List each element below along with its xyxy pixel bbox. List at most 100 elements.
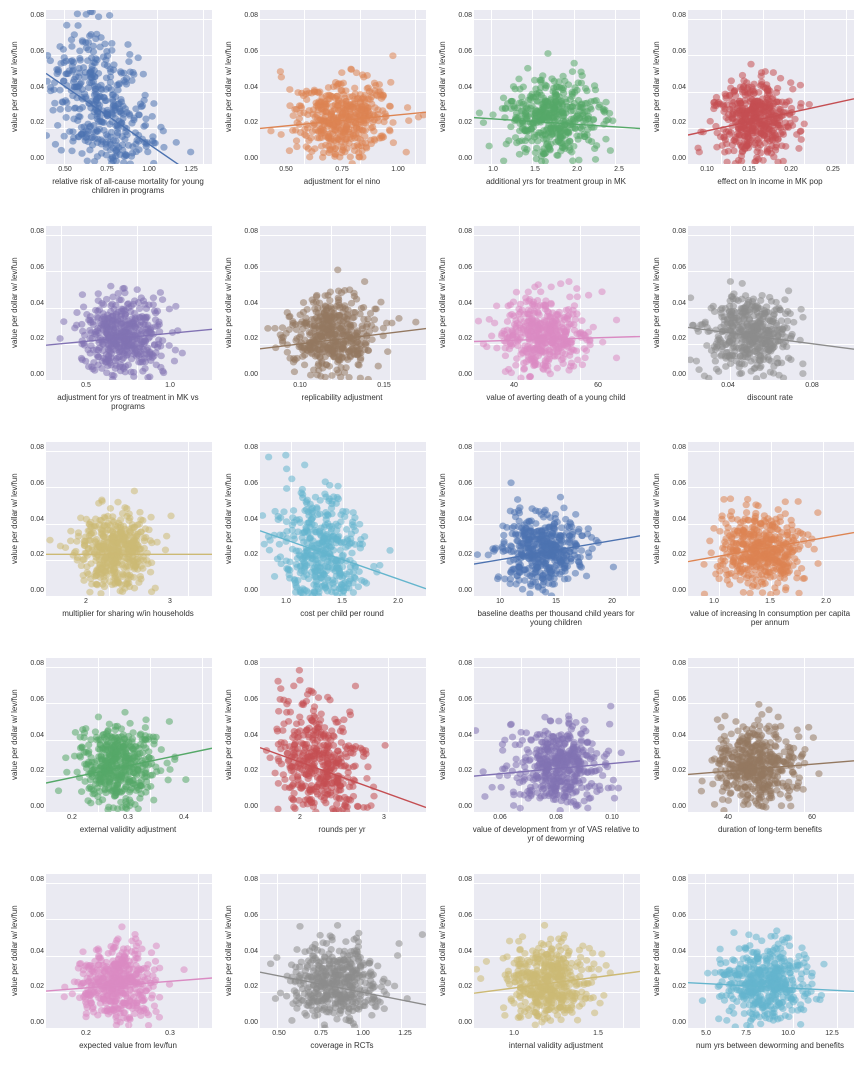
scatter-panel: value per dollar w/ lev/fun0.080.060.040… — [438, 442, 640, 638]
x-axis-ticks: 4060 — [472, 380, 640, 392]
x-axis-ticks: 0.100.150.200.25 — [686, 164, 854, 176]
scatter-panel: value per dollar w/ lev/fun0.080.060.040… — [224, 10, 426, 206]
scatter-panel: value per dollar w/ lev/fun0.080.060.040… — [10, 226, 212, 422]
plot-area — [688, 658, 854, 812]
y-axis-label: value per dollar w/ lev/fun — [10, 874, 22, 1028]
x-axis-label: adjustment for yrs of treatment in MK vs… — [44, 392, 212, 422]
y-axis-ticks: 0.080.060.040.020.00 — [236, 226, 260, 380]
x-axis-ticks: 5.07.510.012.5 — [686, 1028, 854, 1040]
plot-area — [260, 226, 426, 380]
x-axis-label: num yrs between deworming and benefits — [686, 1040, 854, 1070]
plot-area — [260, 442, 426, 596]
plot-area — [46, 874, 212, 1028]
x-axis-ticks: 0.20.30.4 — [44, 812, 212, 824]
plot-area — [474, 874, 640, 1028]
scatter-panel: value per dollar w/ lev/fun0.080.060.040… — [10, 442, 212, 638]
y-axis-ticks: 0.080.060.040.020.00 — [664, 442, 688, 596]
x-axis-label: additional yrs for treatment group in MK — [472, 176, 640, 206]
x-axis-ticks: 0.040.08 — [686, 380, 854, 392]
plot-area — [46, 226, 212, 380]
x-axis-ticks: 0.100.15 — [258, 380, 426, 392]
y-axis-label: value per dollar w/ lev/fun — [10, 226, 22, 380]
y-axis-label: value per dollar w/ lev/fun — [224, 226, 236, 380]
plot-area — [688, 874, 854, 1028]
scatter-panel: value per dollar w/ lev/fun0.080.060.040… — [224, 874, 426, 1070]
x-axis-label: expected value from lev/fun — [44, 1040, 212, 1070]
y-axis-ticks: 0.080.060.040.020.00 — [22, 442, 46, 596]
y-axis-ticks: 0.080.060.040.020.00 — [236, 874, 260, 1028]
x-axis-ticks: 0.500.751.00 — [258, 164, 426, 176]
x-axis-label: cost per child per round — [258, 608, 426, 638]
y-axis-label: value per dollar w/ lev/fun — [438, 10, 450, 164]
scatter-panel: value per dollar w/ lev/fun0.080.060.040… — [652, 10, 854, 206]
x-axis-label: coverage in RCTs — [258, 1040, 426, 1070]
scatter-panel: value per dollar w/ lev/fun0.080.060.040… — [652, 442, 854, 638]
x-axis-label: baseline deaths per thousand child years… — [472, 608, 640, 638]
x-axis-ticks: 0.20.3 — [44, 1028, 212, 1040]
scatter-panel: value per dollar w/ lev/fun0.080.060.040… — [10, 10, 212, 206]
y-axis-ticks: 0.080.060.040.020.00 — [236, 10, 260, 164]
x-axis-label: external validity adjustment — [44, 824, 212, 854]
x-axis-ticks: 1.01.52.0 — [686, 596, 854, 608]
y-axis-label: value per dollar w/ lev/fun — [438, 658, 450, 812]
x-axis-ticks: 0.500.751.001.25 — [258, 1028, 426, 1040]
plot-area — [474, 442, 640, 596]
y-axis-label: value per dollar w/ lev/fun — [224, 442, 236, 596]
x-axis-ticks: 0.500.751.001.25 — [44, 164, 212, 176]
y-axis-label: value per dollar w/ lev/fun — [10, 442, 22, 596]
y-axis-ticks: 0.080.060.040.020.00 — [22, 226, 46, 380]
x-axis-label: value of increasing ln consumption per c… — [686, 608, 854, 638]
plot-area — [688, 10, 854, 164]
y-axis-ticks: 0.080.060.040.020.00 — [22, 10, 46, 164]
y-axis-label: value per dollar w/ lev/fun — [652, 226, 664, 380]
y-axis-ticks: 0.080.060.040.020.00 — [664, 874, 688, 1028]
x-axis-label: relative risk of all-cause mortality for… — [44, 176, 212, 206]
x-axis-ticks: 1.01.5 — [472, 1028, 640, 1040]
plot-area — [474, 658, 640, 812]
x-axis-label: internal validity adjustment — [472, 1040, 640, 1070]
x-axis-ticks: 101520 — [472, 596, 640, 608]
scatter-panel: value per dollar w/ lev/fun0.080.060.040… — [224, 226, 426, 422]
scatter-panel: value per dollar w/ lev/fun0.080.060.040… — [438, 874, 640, 1070]
plot-area — [688, 226, 854, 380]
scatter-panel: value per dollar w/ lev/fun0.080.060.040… — [652, 874, 854, 1070]
y-axis-ticks: 0.080.060.040.020.00 — [450, 442, 474, 596]
y-axis-ticks: 0.080.060.040.020.00 — [664, 10, 688, 164]
y-axis-label: value per dollar w/ lev/fun — [652, 874, 664, 1028]
x-axis-ticks: 4060 — [686, 812, 854, 824]
scatter-panel: value per dollar w/ lev/fun0.080.060.040… — [10, 874, 212, 1070]
y-axis-ticks: 0.080.060.040.020.00 — [450, 874, 474, 1028]
x-axis-label: replicability adjustment — [258, 392, 426, 422]
scatter-panel: value per dollar w/ lev/fun0.080.060.040… — [438, 10, 640, 206]
x-axis-label: value of development from yr of VAS rela… — [472, 824, 640, 854]
x-axis-label: multiplier for sharing w/in households — [44, 608, 212, 638]
y-axis-label: value per dollar w/ lev/fun — [652, 658, 664, 812]
x-axis-ticks: 23 — [258, 812, 426, 824]
x-axis-label: value of averting death of a young child — [472, 392, 640, 422]
x-axis-label: rounds per yr — [258, 824, 426, 854]
y-axis-ticks: 0.080.060.040.020.00 — [22, 658, 46, 812]
y-axis-label: value per dollar w/ lev/fun — [10, 658, 22, 812]
y-axis-ticks: 0.080.060.040.020.00 — [664, 658, 688, 812]
x-axis-label: duration of long-term benefits — [686, 824, 854, 854]
x-axis-label: discount rate — [686, 392, 854, 422]
y-axis-ticks: 0.080.060.040.020.00 — [236, 658, 260, 812]
x-axis-ticks: 1.01.52.0 — [258, 596, 426, 608]
y-axis-ticks: 0.080.060.040.020.00 — [236, 442, 260, 596]
scatter-panel: value per dollar w/ lev/fun0.080.060.040… — [224, 658, 426, 854]
y-axis-label: value per dollar w/ lev/fun — [438, 442, 450, 596]
scatter-panel: value per dollar w/ lev/fun0.080.060.040… — [10, 658, 212, 854]
y-axis-ticks: 0.080.060.040.020.00 — [664, 226, 688, 380]
y-axis-ticks: 0.080.060.040.020.00 — [450, 226, 474, 380]
plot-area — [688, 442, 854, 596]
plot-area — [260, 874, 426, 1028]
y-axis-label: value per dollar w/ lev/fun — [438, 226, 450, 380]
plot-area — [46, 658, 212, 812]
plot-area — [474, 10, 640, 164]
x-axis-label: effect on ln income in MK pop — [686, 176, 854, 206]
scatter-panel: value per dollar w/ lev/fun0.080.060.040… — [652, 226, 854, 422]
x-axis-ticks: 1.01.52.02.5 — [472, 164, 640, 176]
x-axis-ticks: 23 — [44, 596, 212, 608]
plot-area — [260, 658, 426, 812]
plot-area — [46, 442, 212, 596]
